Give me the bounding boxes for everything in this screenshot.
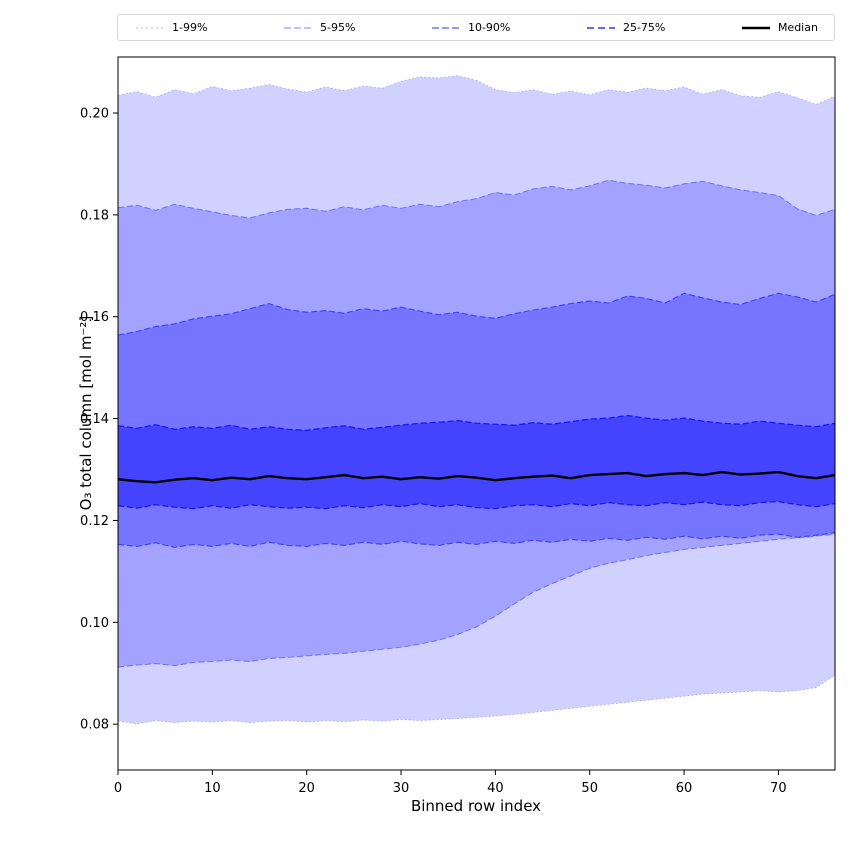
- y-tick-label: 0.12: [80, 514, 109, 529]
- line-p10: [117, 532, 836, 548]
- y-tick-label: 0.20: [80, 107, 109, 122]
- line-p01: [117, 674, 836, 725]
- line-p99: [117, 75, 836, 105]
- line-median: [117, 470, 836, 484]
- x-tick-label: 40: [487, 781, 504, 796]
- x-tick-label: 20: [298, 781, 315, 796]
- legend-item-10-90: 10-90%: [430, 22, 510, 34]
- x-tick-label: 30: [393, 781, 410, 796]
- legend-item-1-99: 1-99%: [134, 22, 207, 34]
- y-tick-label: 0.10: [80, 616, 109, 631]
- legend-line-swatch: [431, 26, 460, 29]
- y-tick-label: 0.08: [80, 718, 109, 733]
- band-10-90%: [118, 293, 835, 548]
- legend-item-label: 10-90%: [467, 21, 511, 34]
- legend: 1-99% 5-95% 10-90% 25-75% Median: [117, 14, 835, 41]
- x-tick-label: 0: [114, 781, 122, 796]
- line-p95: [117, 179, 836, 219]
- x-tick-label: 10: [204, 781, 221, 796]
- band-1-99%: [118, 75, 835, 724]
- band-25-75%: [118, 415, 835, 509]
- x-tick-label: 50: [581, 781, 598, 796]
- legend-line-swatch: [741, 26, 770, 29]
- legend-line-swatch: [136, 26, 164, 29]
- y-axis-label: O₃ total column [mol m⁻²]: [77, 315, 95, 511]
- legend-item-label: 1-99%: [172, 21, 208, 34]
- legend-item-label: Median: [777, 21, 818, 34]
- legend-item-label: 25-75%: [622, 21, 666, 34]
- x-tick-label: 60: [676, 781, 693, 796]
- line-p75: [117, 414, 836, 431]
- line-p90: [117, 292, 836, 336]
- legend-item-median: Median: [740, 22, 818, 34]
- x-axis-label: Binned row index: [410, 797, 542, 815]
- y-tick-label: 0.14: [80, 412, 109, 427]
- x-tick-label: 70: [770, 781, 787, 796]
- line-p05: [117, 533, 836, 668]
- y-tick-label: 0.18: [80, 208, 109, 223]
- legend-item-5-95: 5-95%: [282, 22, 355, 34]
- legend-line-swatch: [283, 26, 312, 29]
- axes-frame: [117, 56, 836, 771]
- legend-line-swatch: [586, 26, 615, 29]
- legend-item-25-75: 25-75%: [585, 22, 665, 34]
- legend-item-label: 5-95%: [319, 21, 356, 34]
- line-p25: [117, 501, 836, 510]
- y-tick-label: 0.16: [80, 310, 109, 325]
